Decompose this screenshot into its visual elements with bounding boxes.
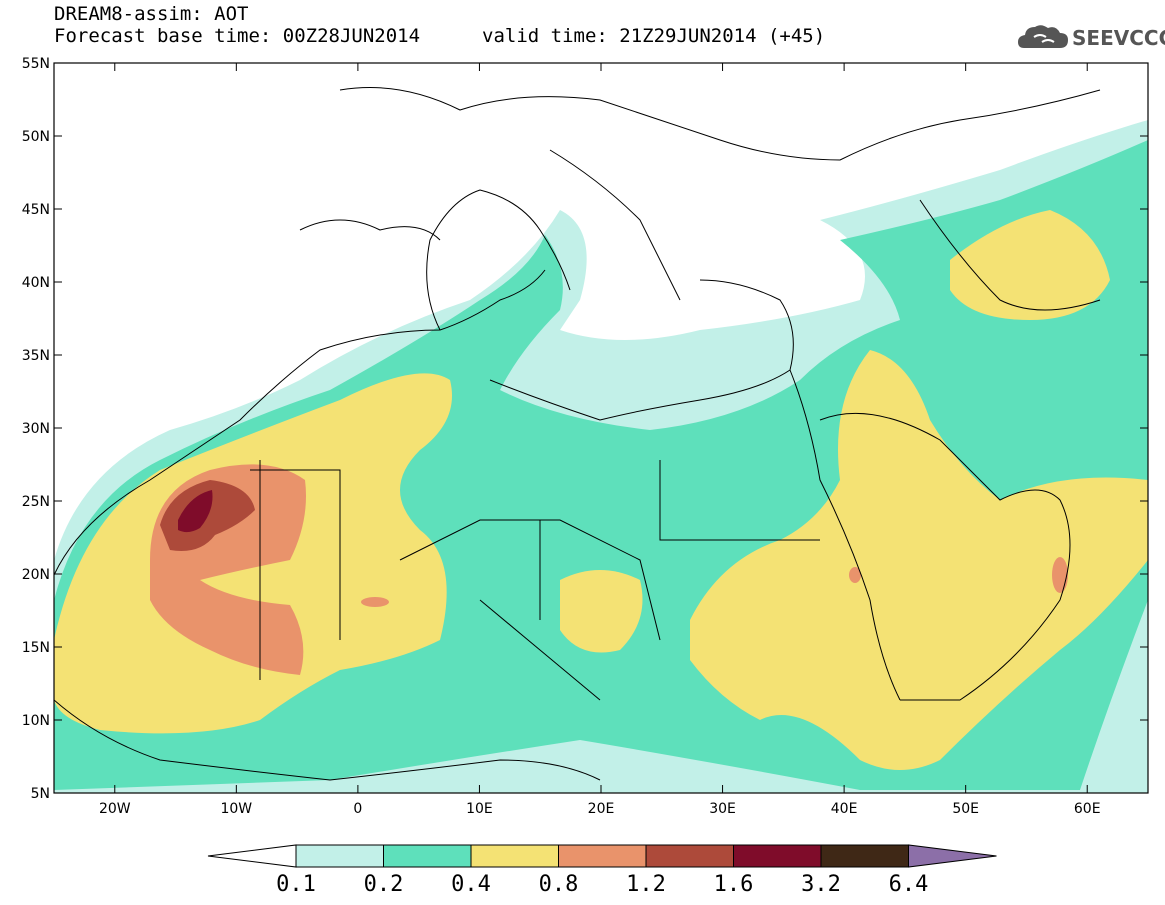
lat-tick-label: 20N (22, 567, 50, 583)
lat-tick-label: 35N (22, 348, 50, 364)
coastlines (54, 87, 1101, 781)
aot-contour-1.6 (178, 490, 213, 533)
colorbar-label: 0.1 (276, 872, 316, 897)
colorbar-swatch (645, 844, 734, 868)
colorbar-swatch (558, 844, 647, 868)
lon-tick-label: 10E (466, 801, 493, 817)
colorbar-label: 1.6 (714, 872, 754, 897)
lat-tick-label: 50N (22, 129, 50, 145)
lon-tick-label: 30E (709, 801, 736, 817)
seevccc-logo: SEEVCCC (1016, 20, 1165, 60)
colorbar-label: 6.4 (889, 872, 929, 897)
aot-hotspot-redsea (849, 567, 861, 583)
lat-tick-label: 30N (22, 421, 50, 437)
valid-time: valid time: 21Z29JUN2014 (+45) (482, 25, 826, 47)
logo-text: SEEVCCC (1072, 26, 1165, 50)
lon-tick-label: 20E (588, 801, 615, 817)
lat-tick-label: 25N (22, 494, 50, 510)
colorbar-below-arrow (207, 844, 297, 868)
forecast-base-time: Forecast base time: 00Z28JUN2014 (54, 25, 421, 47)
map-title: DREAM8-assim: AOT (54, 3, 249, 25)
lat-axis: 5N 10N 15N 20N 25N 30N 35N 40N 45N 50N 55N (22, 56, 1148, 802)
colorbar-swatch (733, 844, 822, 868)
lat-tick-label: 45N (22, 202, 50, 218)
lat-tick-label: 10N (22, 713, 50, 729)
lat-tick-label: 55N (22, 56, 50, 72)
aot-hotspot-mali (361, 597, 389, 607)
aot-hotspot-oman (1052, 557, 1068, 593)
colorbar-swatch (470, 844, 559, 868)
lon-tick-label: 0 (353, 801, 362, 817)
aot-contour-0.4-east (690, 350, 1148, 770)
lon-tick-label: 40E (831, 801, 858, 817)
lon-tick-label: 50E (952, 801, 979, 817)
colorbar-label: 0.4 (451, 872, 491, 897)
colorbar-above-arrow (908, 844, 997, 868)
lat-tick-label: 40N (22, 275, 50, 291)
colorbar: 0.1 0.2 0.4 0.8 1.2 1.6 3.2 6.4 (207, 844, 997, 897)
lon-tick-label: 60E (1074, 801, 1101, 817)
colorbar-label: 0.2 (364, 872, 404, 897)
colorbar-label: 1.2 (626, 872, 666, 897)
cloud-icon (1018, 25, 1068, 48)
lat-tick-label: 15N (22, 640, 50, 656)
aot-contour-0.4-caspian (950, 210, 1110, 320)
lat-tick-label: 5N (31, 786, 50, 802)
colorbar-swatch (383, 844, 472, 868)
colorbar-swatch (820, 844, 909, 868)
colorbar-label: 3.2 (801, 872, 841, 897)
lon-tick-label: 20W (99, 801, 131, 817)
aot-contour-0.4-central (560, 570, 643, 653)
colorbar-label: 0.8 (539, 872, 579, 897)
colorbar-swatch (295, 844, 384, 868)
aot-field (54, 63, 1148, 793)
lon-axis: 20W 10W 0 10E 20E 30E 40E 50E 60E (99, 63, 1101, 817)
lon-tick-label: 10W (220, 801, 252, 817)
